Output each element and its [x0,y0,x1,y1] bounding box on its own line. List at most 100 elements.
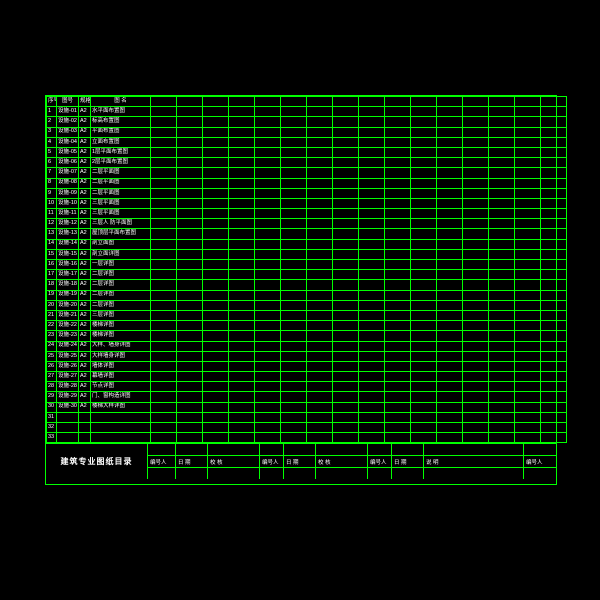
grid-cell [333,392,359,402]
cell-code: 设施-08 [57,178,79,188]
grid-cell [437,331,463,341]
grid-cell [229,310,255,320]
grid-cell [515,260,541,270]
grid-cell [515,209,541,219]
grid-cell [255,361,281,371]
grid-cell [463,382,489,392]
grid-cell [151,188,177,198]
title-block-cell [392,444,424,455]
grid-cell [437,229,463,239]
grid-cell [359,341,385,351]
grid-cell [437,341,463,351]
grid-cell [359,127,385,137]
grid-cell [307,423,333,433]
grid-cell [229,209,255,219]
grid-cell [281,239,307,249]
grid-cell [463,351,489,361]
grid-cell [515,300,541,310]
grid-cell [411,270,437,280]
grid-cell [177,229,203,239]
grid-cell [489,351,515,361]
grid-cell [255,117,281,127]
cell-idx: 30 [47,402,57,412]
grid-cell [385,392,411,402]
grid-cell [463,310,489,320]
grid-cell [151,310,177,320]
grid-cell [359,423,385,433]
grid-cell [203,147,229,157]
cell-fmt: A2 [79,239,91,249]
grid-cell [229,382,255,392]
grid-cell [229,147,255,157]
grid-cell [489,107,515,117]
cell-name: 二层平面图 [91,178,151,188]
grid-cell [151,178,177,188]
grid-cell [463,300,489,310]
grid-cell [333,117,359,127]
grid-cell [333,423,359,433]
grid-cell [515,137,541,147]
cell-idx: 18 [47,280,57,290]
grid-cell [255,188,281,198]
grid-cell [437,137,463,147]
grid-cell [359,372,385,382]
grid-cell [411,168,437,178]
grid-cell [255,321,281,331]
grid-cell [385,321,411,331]
cell-name: 剖立面详图 [91,249,151,259]
grid-cell [229,402,255,412]
grid-cell [229,168,255,178]
grid-cell [333,137,359,147]
title-block-label: 编号人 [368,456,392,467]
grid-cell [307,178,333,188]
grid-cell [307,229,333,239]
grid-cell [333,331,359,341]
grid-cell [281,331,307,341]
grid-cell [515,280,541,290]
grid-cell [411,300,437,310]
grid-cell [203,249,229,259]
grid-cell [229,300,255,310]
cell-name: 大样、墙身详图 [91,341,151,351]
grid-cell [515,412,541,422]
grid-cell [385,341,411,351]
grid-cell [437,351,463,361]
cell-idx: 21 [47,310,57,320]
grid-cell [411,372,437,382]
grid-cell [437,321,463,331]
grid-cell [411,331,437,341]
grid-cell [177,137,203,147]
grid-cell [489,239,515,249]
grid-cell [255,107,281,117]
grid-cell [385,260,411,270]
grid-cell [203,198,229,208]
grid-cell [385,198,411,208]
grid-cell [515,270,541,280]
grid-cell [307,402,333,412]
grid-cell [541,433,567,443]
grid-cell [203,280,229,290]
grid-cell [437,310,463,320]
title-block-cell [424,468,524,479]
grid-cell [489,341,515,351]
grid-cell [333,198,359,208]
grid-cell [229,290,255,300]
grid-cell [229,219,255,229]
grid-cell [255,209,281,219]
grid-cell [411,351,437,361]
table-row: 7设施-07A2二层平面图 [47,168,567,178]
grid-cell [411,321,437,331]
cell-fmt: A2 [79,249,91,259]
grid-cell [489,209,515,219]
grid-cell [489,147,515,157]
grid-cell [333,300,359,310]
grid-cell [255,168,281,178]
drawing-sheet: 序号 图号 规格 图 名 1设施-01A2水平面布置图2设施-02A2标高布置图… [45,95,557,485]
grid-cell [541,423,567,433]
cell-idx: 32 [47,423,57,433]
grid-cell [177,249,203,259]
cell-name: 剖立面图 [91,239,151,249]
grid-cell [255,219,281,229]
grid-cell [229,361,255,371]
title-block-label: 编号人 [148,456,176,467]
